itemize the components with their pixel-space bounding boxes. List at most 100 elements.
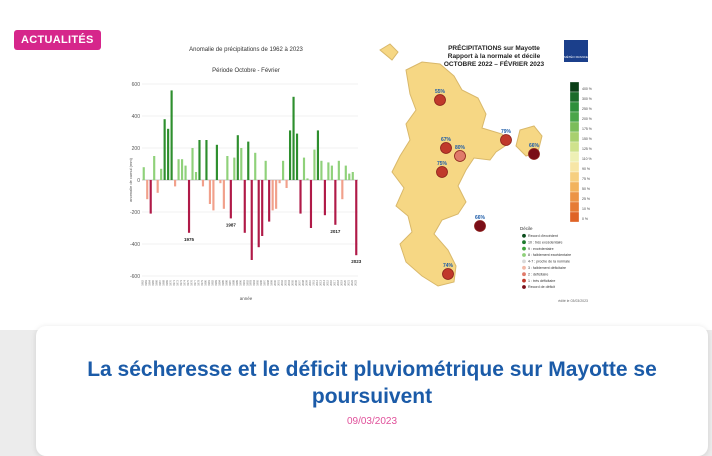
mayotte-island-shape [379, 43, 543, 287]
legend-label: Record d'excédent [528, 234, 558, 238]
bar-2013 [320, 160, 323, 180]
precipitation-anomaly-chart: Anomalie de précipitations de 1962 à 202… [128, 40, 363, 310]
bar-1984 [219, 180, 222, 184]
bar-2007 [299, 180, 302, 214]
x-tick-label: 1976 [190, 279, 194, 285]
bar-1994 [254, 152, 257, 180]
y-tick-label: 200 [132, 146, 141, 152]
x-tick-label: 2022 [350, 279, 354, 285]
x-tick-label: 1995 [256, 279, 260, 285]
legend-dot [522, 233, 526, 238]
bar-2020 [344, 165, 347, 180]
x-tick-label: 2020 [343, 279, 347, 285]
scale-label: 250 % [582, 107, 592, 111]
category-badge[interactable]: ACTUALITÉS [14, 30, 101, 50]
x-axis-label: année [240, 296, 253, 301]
station-value: 66% [475, 215, 486, 221]
x-tick-label: 1962 [141, 279, 145, 285]
x-tick-label: 1984 [217, 279, 221, 285]
bar-1995 [257, 180, 260, 248]
scale-swatch [569, 191, 580, 203]
scale-label: 110 % [582, 157, 592, 161]
x-tick-label: 1999 [270, 279, 274, 285]
x-tick-label: 1997 [263, 279, 267, 285]
chart-subtitle: Période Octobre - Février [212, 68, 280, 74]
station-points: 55% 67%80% 75% 79% 66% 66% 74% [434, 89, 540, 280]
bar-2012 [316, 130, 320, 180]
bar-2000 [275, 180, 278, 209]
station-value: 75% [437, 161, 448, 167]
chart-title: Anomalie de précipitations de 1962 à 202… [189, 47, 303, 53]
annotation-1987: 1987 [226, 222, 237, 227]
scale-label: 50 % [582, 187, 590, 191]
bar-2010 [309, 180, 313, 228]
x-tick-label: 1990 [238, 279, 242, 285]
scale-label: 400 % [582, 87, 592, 91]
decile-legend: Record d'excédent 10 : très excédentaire 9… [522, 233, 571, 289]
scale-swatch [569, 121, 580, 133]
x-tick-label: 2019 [339, 279, 343, 285]
x-tick-label: 2012 [315, 279, 319, 285]
bar-1997 [264, 160, 267, 180]
x-tick-label: 2009 [304, 279, 308, 285]
scale-label: 0 % [582, 217, 588, 221]
x-tick-label: 2010 [308, 279, 312, 285]
x-tick-label: 2007 [298, 279, 302, 285]
map-title-line-1: PRÉCIPITATIONS sur Mayotte [448, 43, 540, 52]
bar-1989 [236, 135, 239, 180]
scale-swatch [569, 81, 580, 93]
scale-label: 75 % [582, 177, 590, 181]
bar-2002 [282, 160, 285, 180]
station-value: 55% [435, 89, 446, 95]
y-tick-label: 400 [132, 114, 141, 120]
x-tick-label: 1991 [242, 279, 246, 285]
x-tick-label: 2015 [325, 279, 329, 285]
legend-dot [522, 272, 526, 277]
bar-1963 [146, 180, 149, 200]
x-tick-label: 1998 [266, 279, 270, 285]
x-tick-label: 1971 [172, 279, 176, 285]
scale-swatch [569, 161, 580, 173]
x-tick-label: 1982 [210, 279, 214, 285]
x-tick-label: 2001 [277, 279, 281, 285]
annotation-1975: 1975 [184, 237, 195, 242]
bar-1988 [233, 157, 236, 180]
scale-label: 300 % [582, 97, 592, 101]
bar-2017 [334, 180, 337, 225]
legend-label: 10 : très excédentaire [528, 240, 563, 244]
article-card[interactable]: La sécheresse et le déficit pluviométriq… [36, 326, 708, 456]
x-tick-label: 1973 [179, 279, 183, 285]
station-marker [436, 166, 448, 178]
bar-2004 [288, 130, 292, 180]
bar-1971 [174, 180, 177, 187]
article-title[interactable]: La sécheresse et le déficit pluviométriq… [87, 358, 657, 408]
article-hero-image[interactable]: ACTUALITÉS Anomalie de précipitations de… [0, 0, 712, 330]
legend-dot [522, 265, 526, 270]
map-title-line-3: OCTOBRE 2022 – FÉVRIER 2023 [444, 59, 545, 68]
bar-2019 [341, 180, 344, 200]
x-tick-label: 2018 [336, 279, 340, 285]
y-tick-label: -400 [130, 242, 140, 248]
legend-dot [522, 285, 526, 289]
anomaly-chart-svg: Anomalie de précipitations de 1962 à 202… [128, 47, 362, 301]
bar-2018 [337, 160, 340, 180]
scale-swatch [569, 211, 580, 223]
x-tick-label: 2006 [294, 279, 298, 285]
scale-swatch [569, 181, 580, 193]
bar-1998 [268, 180, 271, 222]
bar-2008 [302, 157, 306, 180]
bar-1983 [215, 144, 218, 180]
scale-label: 150 % [582, 137, 592, 141]
x-tick-label: 2003 [284, 279, 288, 285]
x-tick-label: 1966 [155, 279, 159, 285]
x-tick-label: 2023 [353, 279, 357, 285]
scale-label: 25 % [582, 197, 590, 201]
scale-label: 175 % [582, 127, 592, 131]
bar-1986 [226, 156, 229, 180]
scale-swatch [569, 111, 580, 123]
x-tick-label: 1980 [203, 279, 207, 285]
bar-2023 [355, 180, 358, 256]
bar-1996 [261, 180, 264, 236]
x-tick-label: 1979 [200, 279, 204, 285]
x-tick-label: 1965 [151, 279, 155, 285]
